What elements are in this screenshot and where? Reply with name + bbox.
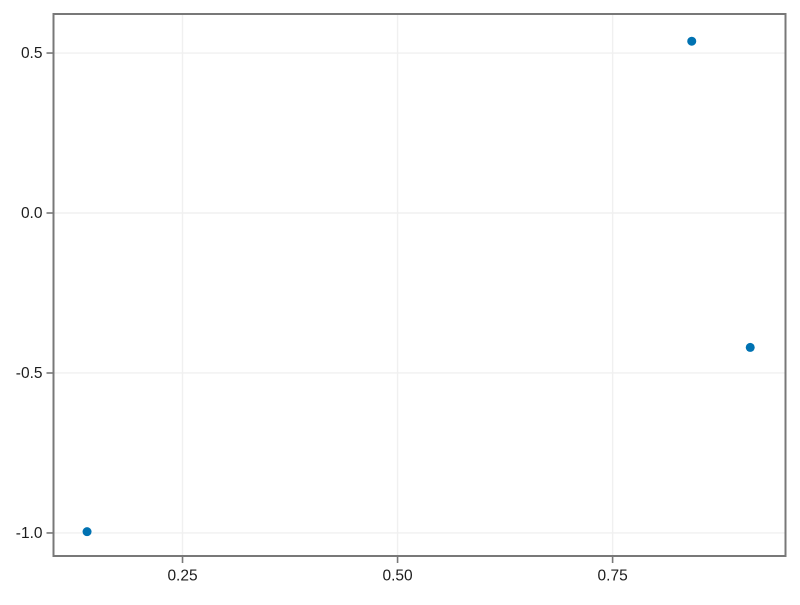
grid-layer: [53, 14, 786, 556]
data-point: [687, 36, 697, 46]
x-tick-label: 0.75: [598, 568, 628, 585]
y-tick-label: -1.0: [16, 525, 43, 542]
plot-frame: [52, 13, 787, 557]
axis-tick-layer: [46, 52, 614, 563]
data-point: [745, 342, 755, 352]
y-tick-label: 0.0: [21, 205, 43, 222]
tick-label-layer: 0.25 0.50 0.75 0.5 0.0 -0.5 -1.0: [16, 45, 628, 584]
y-tick-label: 0.5: [21, 45, 43, 62]
x-tick-label: 0.25: [167, 568, 197, 585]
data-point: [82, 527, 92, 537]
x-tick-label: 0.50: [382, 568, 413, 585]
data-point-layer: [82, 36, 755, 537]
y-tick-label: -0.5: [16, 365, 43, 382]
